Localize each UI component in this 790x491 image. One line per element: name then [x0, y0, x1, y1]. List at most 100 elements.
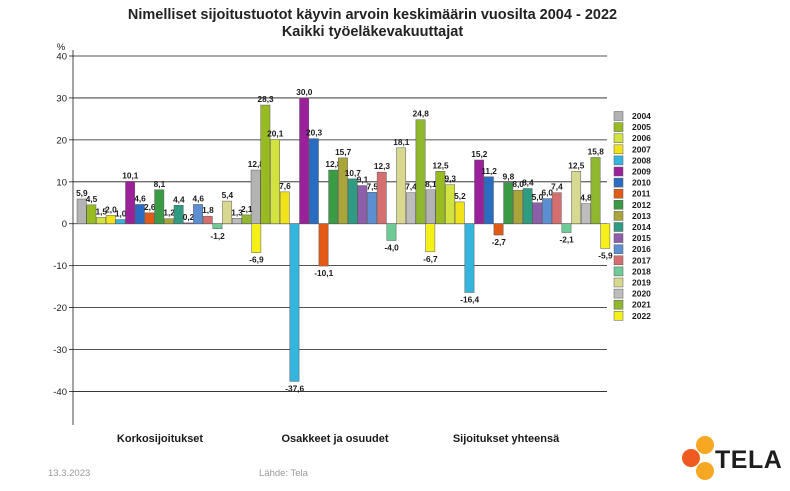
data-label: -1,2 — [211, 231, 226, 241]
data-label: -16,4 — [460, 294, 479, 304]
data-label: -10,1 — [314, 268, 333, 278]
bar — [503, 182, 514, 224]
bar — [474, 159, 485, 224]
data-label: -37,6 — [285, 383, 304, 393]
data-label: 8,1 — [154, 179, 166, 189]
legend-label: 2006 — [632, 133, 651, 143]
legend-label: 2019 — [632, 278, 651, 288]
bar — [571, 171, 582, 224]
data-label: 0,2 — [183, 212, 195, 222]
legend-swatch — [613, 122, 624, 132]
bar — [125, 181, 136, 224]
legend-swatch — [613, 111, 624, 121]
data-label: 4,8 — [580, 193, 592, 203]
legend-swatch — [613, 144, 624, 155]
bar — [347, 178, 358, 224]
legend-label: 2022 — [632, 311, 651, 321]
legend-swatch — [613, 277, 624, 288]
y-tick-label: -30 — [53, 345, 67, 356]
data-label: -4,0 — [385, 243, 400, 253]
data-label: 6,0 — [541, 188, 553, 198]
legend-swatch — [613, 299, 624, 310]
legend-label: 2008 — [632, 155, 651, 165]
bar — [338, 157, 348, 224]
bar — [134, 204, 145, 224]
bar — [193, 204, 203, 224]
legend-label: 2015 — [632, 233, 651, 243]
data-label: -6,7 — [423, 254, 438, 264]
bar — [173, 205, 184, 224]
data-label: 9,8 — [503, 172, 515, 182]
data-label: 7,6 — [279, 181, 291, 191]
legend-swatch — [613, 211, 624, 221]
data-label: -6,9 — [249, 255, 264, 265]
bar — [115, 219, 126, 224]
data-label: 2,1 — [241, 204, 253, 214]
bar — [522, 188, 533, 224]
data-label: 8,1 — [425, 179, 437, 189]
y-tick-label: 40 — [56, 52, 67, 63]
data-label: 28,3 — [257, 94, 274, 104]
y-tick-label: 10 — [56, 177, 67, 188]
data-label: 1,5 — [95, 206, 107, 216]
data-label: 15,8 — [588, 146, 605, 156]
legend-swatch — [613, 255, 624, 266]
bar — [454, 201, 465, 224]
bar — [425, 223, 436, 253]
bar — [425, 189, 436, 224]
footer-source: Lähde: Tela — [259, 468, 308, 479]
legend-label: 2011 — [632, 189, 651, 199]
legend-swatch — [613, 188, 624, 199]
bar — [96, 217, 106, 224]
bar — [513, 189, 523, 224]
data-label: 11,2 — [481, 166, 497, 176]
data-label: 7,4 — [551, 182, 563, 192]
bar — [561, 223, 572, 233]
legend-label: 2020 — [632, 289, 651, 299]
legend-swatch — [613, 288, 624, 299]
y-tick-label: 20 — [56, 135, 67, 146]
data-label: 30,0 — [296, 87, 313, 97]
legend-swatch — [613, 155, 624, 166]
bar — [386, 223, 397, 241]
y-tick-label: -20 — [53, 303, 67, 314]
data-label: 12,8 — [248, 159, 265, 169]
y-tick-label: 30 — [56, 93, 67, 104]
data-label: 2,0 — [105, 204, 117, 214]
bar — [493, 223, 504, 236]
legend-label: 2010 — [632, 178, 651, 188]
legend-swatch — [613, 222, 624, 232]
data-label: 20,3 — [306, 128, 323, 138]
data-label: 2,6 — [144, 202, 156, 212]
bar — [299, 97, 310, 224]
tela-logo: TELA — [678, 434, 790, 484]
bar — [445, 184, 455, 224]
chart-subtitle: Kaikki työeläkevakuuttajat — [281, 24, 464, 40]
data-label: 24,8 — [413, 109, 430, 119]
bar — [250, 169, 261, 224]
bar — [318, 223, 329, 267]
data-label: 5,4 — [222, 190, 234, 200]
y-tick-label: -10 — [53, 261, 67, 272]
bar — [144, 212, 155, 224]
data-label: 4,6 — [134, 193, 146, 203]
data-label: 12,5 — [568, 160, 585, 170]
bar — [183, 222, 194, 224]
data-label: 5,0 — [532, 192, 544, 202]
bar — [415, 119, 426, 224]
data-label: 8,4 — [522, 178, 534, 188]
legend-label: 2017 — [632, 255, 651, 265]
data-label: 15,2 — [471, 149, 488, 159]
legend-label: 2014 — [632, 222, 651, 232]
data-label: -2,1 — [560, 235, 575, 245]
bar — [464, 223, 475, 293]
data-label: 1,3 — [231, 207, 243, 217]
data-label: 18,1 — [393, 137, 410, 147]
chart-title: Nimelliset sijoitustuotot käyvin arvoin … — [127, 7, 618, 23]
bar — [202, 215, 213, 224]
category-label: Osakkeet ja osuudet — [282, 433, 389, 445]
legend-swatch — [613, 177, 624, 188]
bar — [154, 189, 165, 224]
data-label: 15,7 — [335, 147, 352, 157]
